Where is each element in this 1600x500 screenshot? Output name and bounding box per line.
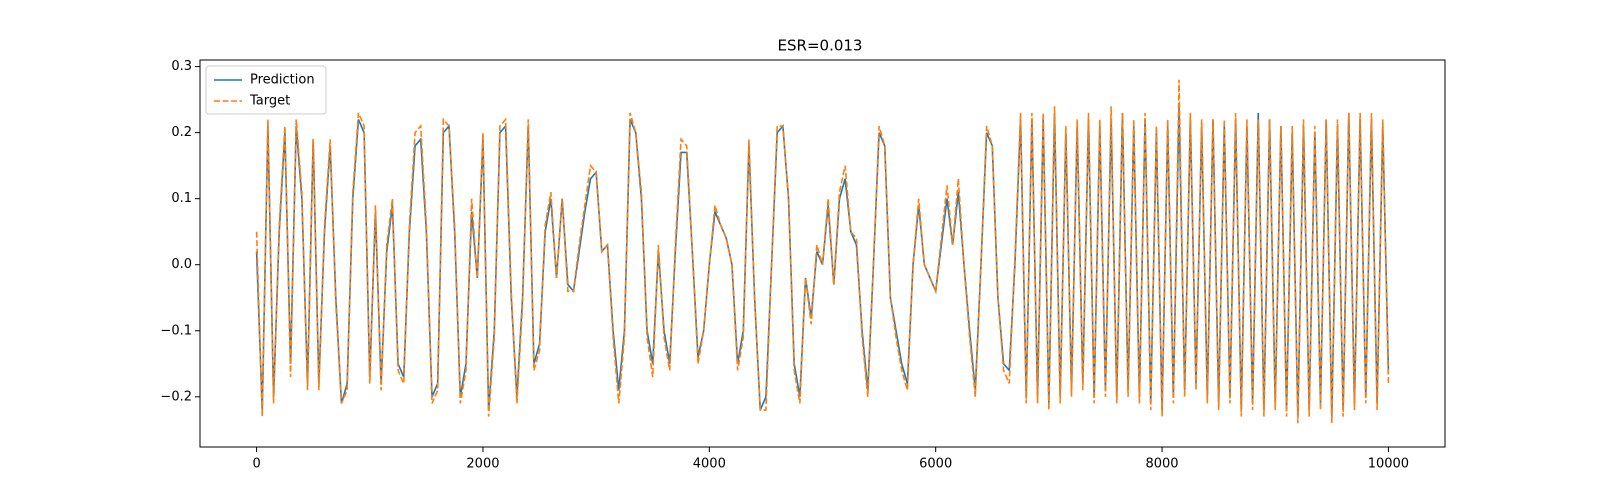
y-tick-label: 0.3	[171, 59, 192, 74]
x-tick-label: 0	[252, 457, 260, 472]
legend-box	[205, 65, 327, 115]
y-tick-label: 0.1	[171, 191, 192, 206]
x-tick-label: 8000	[1145, 457, 1178, 472]
legend-label: Prediction	[250, 73, 315, 88]
y-tick-label: 0.2	[171, 125, 192, 140]
y-tick-label: −0.2	[160, 389, 192, 404]
x-tick-label: 2000	[466, 457, 499, 472]
series-line	[255, 79, 1390, 424]
plot-frame	[199, 59, 1446, 448]
y-tick-label: 0.0	[171, 257, 192, 272]
legend-label: Target	[249, 94, 290, 109]
x-tick-label: 6000	[919, 457, 952, 472]
x-tick-label: 10000	[1368, 457, 1409, 472]
x-tick-label: 4000	[693, 457, 726, 472]
y-tick-label: −0.1	[160, 323, 192, 338]
chart-title: ESR=0.013	[778, 37, 863, 55]
